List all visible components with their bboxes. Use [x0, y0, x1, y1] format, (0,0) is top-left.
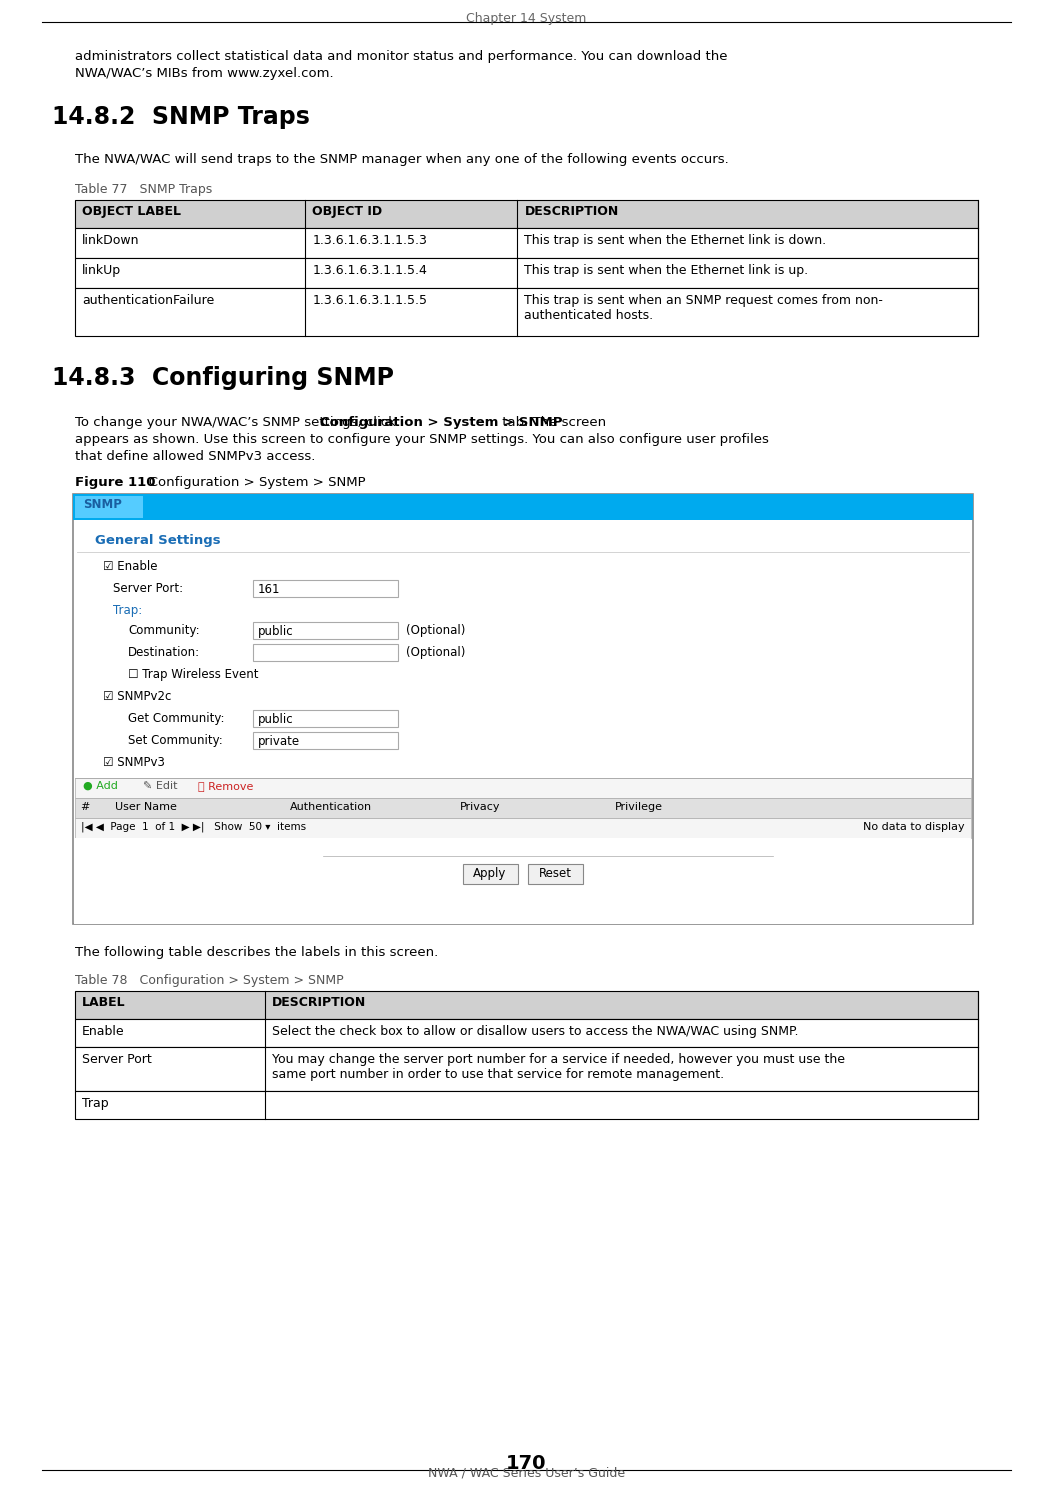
- Bar: [73, 495, 973, 924]
- Text: Reset: Reset: [538, 867, 572, 881]
- Text: Table 77   SNMP Traps: Table 77 SNMP Traps: [75, 182, 213, 196]
- Text: tab. The screen: tab. The screen: [498, 416, 607, 428]
- Text: 1.3.6.1.6.3.1.1.5.3: 1.3.6.1.6.3.1.1.5.3: [313, 234, 428, 247]
- Bar: [463, 864, 518, 884]
- Bar: [75, 817, 971, 838]
- Text: linkDown: linkDown: [82, 234, 139, 247]
- Text: |◀ ◀  Page  1  of 1  ▶ ▶|   Show  50 ▾  items: |◀ ◀ Page 1 of 1 ▶ ▶| Show 50 ▾ items: [81, 822, 306, 832]
- Text: General Settings: General Settings: [95, 534, 221, 547]
- Bar: [75, 1019, 978, 1047]
- Text: linkUp: linkUp: [82, 264, 121, 277]
- Text: Set Community:: Set Community:: [128, 734, 223, 746]
- Text: public: public: [258, 713, 294, 725]
- Text: 14.8.2  SNMP Traps: 14.8.2 SNMP Traps: [52, 106, 310, 130]
- Text: NWA/WAC’s MIBs from www.zyxel.com.: NWA/WAC’s MIBs from www.zyxel.com.: [75, 66, 334, 80]
- Text: Chapter 14 System: Chapter 14 System: [466, 12, 587, 26]
- Text: public: public: [258, 624, 294, 638]
- Text: ✎ Edit: ✎ Edit: [143, 781, 178, 792]
- Bar: [75, 1047, 978, 1090]
- Text: The following table describes the labels in this screen.: The following table describes the labels…: [75, 946, 438, 959]
- Bar: [75, 778, 971, 798]
- Text: Table 78   Configuration > System > SNMP: Table 78 Configuration > System > SNMP: [75, 974, 343, 988]
- Text: This trap is sent when the Ethernet link is up.: This trap is sent when the Ethernet link…: [524, 264, 809, 277]
- Text: NWA / WAC Series User’s Guide: NWA / WAC Series User’s Guide: [428, 1466, 625, 1479]
- Text: Community:: Community:: [128, 624, 200, 636]
- Bar: [528, 864, 583, 884]
- Text: 161: 161: [258, 584, 280, 596]
- Text: DESCRIPTION: DESCRIPTION: [524, 205, 619, 219]
- Bar: [253, 731, 398, 749]
- Text: Destination:: Destination:: [128, 645, 200, 659]
- Text: 1.3.6.1.6.3.1.1.5.5: 1.3.6.1.6.3.1.1.5.5: [313, 294, 428, 308]
- Text: Get Community:: Get Community:: [128, 712, 224, 725]
- Text: Select the check box to allow or disallow users to access the NWA/WAC using SNMP: Select the check box to allow or disallo…: [272, 1025, 798, 1038]
- Bar: [75, 201, 978, 228]
- Text: No data to display: No data to display: [863, 822, 965, 832]
- Text: authenticationFailure: authenticationFailure: [82, 294, 214, 308]
- Text: The NWA/WAC will send traps to the SNMP manager when any one of the following ev: The NWA/WAC will send traps to the SNMP …: [75, 152, 729, 166]
- Text: Privilege: Privilege: [615, 802, 663, 811]
- Text: 1.3.6.1.6.3.1.1.5.4: 1.3.6.1.6.3.1.1.5.4: [313, 264, 428, 277]
- Text: DESCRIPTION: DESCRIPTION: [272, 995, 365, 1009]
- Text: 🗑 Remove: 🗑 Remove: [198, 781, 254, 792]
- Text: This trap is sent when an SNMP request comes from non-
authenticated hosts.: This trap is sent when an SNMP request c…: [524, 294, 883, 323]
- Text: OBJECT LABEL: OBJECT LABEL: [82, 205, 181, 219]
- Bar: [253, 621, 398, 639]
- Bar: [253, 644, 398, 661]
- Bar: [75, 496, 143, 519]
- Text: User Name: User Name: [115, 802, 177, 811]
- Text: (Optional): (Optional): [406, 645, 465, 659]
- Text: (Optional): (Optional): [406, 624, 465, 636]
- Text: Apply: Apply: [473, 867, 506, 881]
- Text: Server Port: Server Port: [82, 1053, 152, 1066]
- Text: appears as shown. Use this screen to configure your SNMP settings. You can also : appears as shown. Use this screen to con…: [75, 433, 769, 446]
- Text: Privacy: Privacy: [460, 802, 500, 811]
- Text: ☑ Enable: ☑ Enable: [103, 559, 158, 573]
- Bar: [75, 258, 978, 288]
- Bar: [253, 710, 398, 727]
- Text: OBJECT ID: OBJECT ID: [313, 205, 382, 219]
- Bar: [253, 581, 398, 597]
- Text: 14.8.3  Configuring SNMP: 14.8.3 Configuring SNMP: [52, 366, 394, 391]
- Text: private: private: [258, 734, 300, 748]
- Bar: [75, 838, 971, 893]
- Text: LABEL: LABEL: [82, 995, 125, 1009]
- Bar: [75, 1090, 978, 1119]
- Text: You may change the server port number for a service if needed, however you must : You may change the server port number fo…: [272, 1053, 845, 1081]
- Text: Enable: Enable: [82, 1025, 124, 1038]
- Text: 170: 170: [506, 1454, 547, 1473]
- Text: ● Add: ● Add: [83, 781, 118, 792]
- Text: Configuration > System > SNMP: Configuration > System > SNMP: [320, 416, 562, 428]
- Text: that define allowed SNMPv3 access.: that define allowed SNMPv3 access.: [75, 449, 316, 463]
- Text: Trap: Trap: [82, 1096, 108, 1110]
- Text: ☑ SNMPv2c: ☑ SNMPv2c: [103, 691, 172, 703]
- Text: administrators collect statistical data and monitor status and performance. You : administrators collect statistical data …: [75, 50, 728, 63]
- Bar: [75, 798, 971, 817]
- Text: #: #: [80, 802, 90, 811]
- Text: Authentication: Authentication: [290, 802, 372, 811]
- Text: Configuration > System > SNMP: Configuration > System > SNMP: [137, 477, 366, 489]
- Bar: [74, 520, 972, 924]
- Text: Trap:: Trap:: [113, 605, 142, 617]
- Text: Figure 110: Figure 110: [75, 477, 156, 489]
- Text: ☑ SNMPv3: ☑ SNMPv3: [103, 756, 165, 769]
- Text: To change your NWA/WAC’s SNMP settings, click: To change your NWA/WAC’s SNMP settings, …: [75, 416, 400, 428]
- Bar: [75, 228, 978, 258]
- Text: Server Port:: Server Port:: [113, 582, 183, 596]
- Text: ☐ Trap Wireless Event: ☐ Trap Wireless Event: [128, 668, 258, 682]
- Bar: [75, 288, 978, 336]
- Bar: [73, 495, 973, 520]
- Bar: [75, 991, 978, 1019]
- Text: This trap is sent when the Ethernet link is down.: This trap is sent when the Ethernet link…: [524, 234, 827, 247]
- Text: SNMP: SNMP: [83, 498, 122, 511]
